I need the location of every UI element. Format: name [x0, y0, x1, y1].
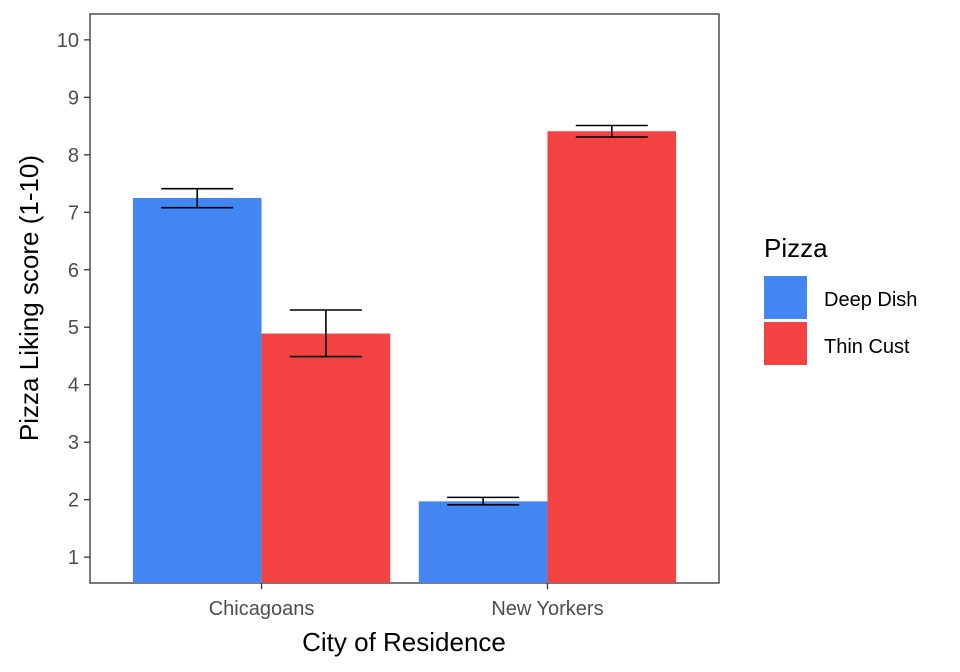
y-tick-label: 3: [68, 432, 79, 454]
y-tick-label: 4: [68, 375, 79, 397]
bar: [547, 131, 677, 584]
bars-layer: [132, 131, 677, 584]
legend-title: Pizza: [764, 233, 828, 263]
plot-panel-border: [89, 13, 720, 584]
y-tick-label: 9: [68, 87, 79, 109]
y-axis: 1 2 3 4 5 6 7 8 9 10: [57, 30, 90, 569]
legend-label-deep-dish: Deep Dish: [824, 289, 917, 311]
legend: Pizza Deep Dish Thin Cust: [764, 233, 917, 365]
y-tick-label: 2: [68, 490, 79, 512]
bar: [132, 197, 262, 583]
y-tick-label: 6: [68, 260, 79, 282]
x-tick-label: Chicagoans: [209, 598, 315, 620]
y-tick-label: 8: [68, 145, 79, 167]
legend-key-thin-cust: [764, 322, 807, 365]
y-tick-label: 5: [68, 317, 79, 339]
x-axis-title: City of Residence: [302, 627, 506, 657]
error-bar: [447, 496, 520, 506]
bar: [261, 333, 391, 583]
error-bar: [289, 309, 362, 358]
y-tick-label: 10: [57, 30, 79, 52]
bar: [418, 501, 548, 583]
error-bar: [161, 187, 234, 209]
y-axis-title: Pizza Liking score (1-10): [14, 155, 44, 441]
legend-key-deep-dish: [764, 276, 807, 319]
legend-label-thin-cust: Thin Cust: [824, 336, 910, 358]
plot-area: [89, 13, 720, 584]
x-tick-label: New Yorkers: [491, 598, 603, 620]
y-tick-label: 7: [68, 202, 79, 224]
y-tick-label: 1: [68, 547, 79, 569]
x-axis: Chicagoans New Yorkers: [209, 583, 604, 620]
error-bar: [575, 124, 648, 138]
error-bars-layer: [161, 124, 648, 506]
